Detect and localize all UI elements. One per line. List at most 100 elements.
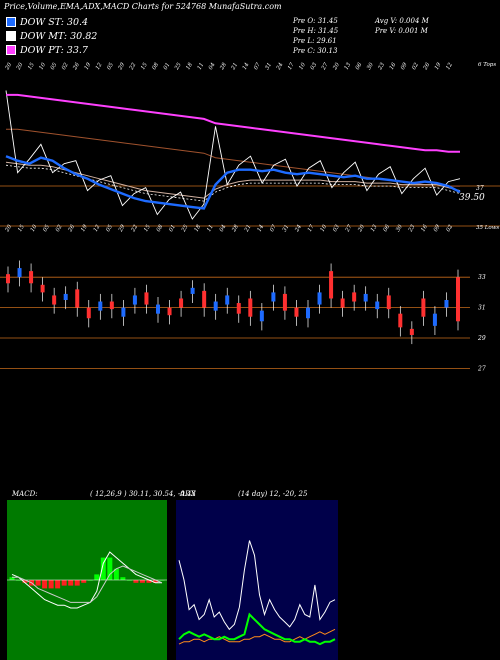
top-tick-label: 19 — [84, 62, 93, 71]
macd-histogram-bar — [87, 580, 93, 581]
macd-title: MACD: — [12, 490, 38, 498]
bottom-tick-label: 20 — [357, 224, 366, 234]
bottom-tick-label: 10 — [30, 224, 39, 233]
candle-body — [202, 290, 207, 308]
bottom-tick-label: 07 — [269, 224, 278, 233]
dow-pt-line — [6, 93, 460, 153]
bottom-tick-label: 27 — [344, 224, 353, 234]
top-tick-label: 17 — [287, 62, 296, 71]
top-tick-label: 19 — [434, 62, 443, 71]
candle-body — [375, 301, 380, 310]
top-tick-label: 22 — [128, 62, 137, 72]
legend-label-st: DOW ST: 30.4 — [20, 16, 89, 28]
candle-y-tick: 29 — [477, 335, 486, 342]
ema-mid-line — [5, 161, 461, 199]
bottom-tick-label: 05 — [105, 224, 114, 233]
bottom-tick-label: 02 — [55, 224, 64, 233]
macd-histogram-bar — [107, 557, 113, 580]
adx-background — [176, 500, 338, 660]
prev-volume: Pre V: 0.001 M — [375, 27, 428, 35]
top-tick-label: 31 — [264, 62, 273, 71]
candle-body — [236, 303, 241, 314]
top-tick-label: 10 — [298, 62, 307, 71]
macd-histogram-bar — [61, 580, 67, 586]
dow-st-line — [5, 155, 461, 210]
bottom-tick-label: 05 — [42, 224, 51, 233]
candle-body — [306, 307, 310, 319]
top-tick-label: 25 — [174, 62, 183, 72]
macd-histogram-bar — [81, 580, 87, 583]
candle-body — [352, 292, 357, 302]
top-tick-label: 13 — [344, 62, 353, 71]
candle-body — [29, 271, 34, 284]
bottom-tick-label: 11 — [206, 224, 215, 233]
legend-swatch-pt — [6, 45, 16, 55]
candle-body — [456, 277, 460, 322]
price-line — [5, 90, 461, 220]
bottom-tick-label: 15 — [17, 224, 26, 233]
top-tick-label: 08 — [151, 62, 160, 71]
candle-body — [17, 268, 22, 278]
top-tick-label: 09 — [400, 62, 409, 71]
bottom-tick-label: 10 — [320, 224, 329, 233]
macd-histogram-bar — [74, 580, 80, 586]
legend-label-pt: DOW PT: 33.7 — [20, 44, 88, 56]
top-tick-label: 27 — [320, 62, 329, 72]
plus-di-line — [178, 612, 336, 646]
macd-histogram-bar — [55, 580, 61, 589]
top-tick-label: 20 — [4, 62, 13, 72]
candle-body — [225, 295, 230, 305]
macd-histogram-bar — [42, 580, 48, 589]
top-tick-label: 28 — [219, 62, 228, 72]
last-price-label: 39.50 — [459, 193, 485, 203]
bottom-tick-label: 23 — [407, 224, 416, 234]
candle-body — [167, 307, 172, 316]
top-tick-label: 12 — [95, 62, 104, 71]
candle-body — [40, 284, 45, 293]
bottom-tick-label: 03 — [332, 224, 341, 233]
legend-dow-pt: DOW PT: 33.7 — [6, 44, 88, 56]
candle-body — [52, 295, 57, 305]
candle-body — [109, 301, 114, 310]
candle-body — [86, 307, 91, 319]
candle-body — [271, 292, 276, 302]
candle-body — [409, 328, 414, 335]
corner-label-top: 6 Tops — [478, 62, 496, 68]
macd-signal-line — [12, 565, 163, 603]
top-tick-label: 24 — [275, 62, 284, 72]
top-tick-label: 26 — [422, 62, 431, 72]
candle-y-tick: 31 — [478, 305, 486, 312]
price-ema-panel: 20 20 15 10 05 02 26 19 12 05 29 22 15 08 01 25 18 11 04 28… — [0, 62, 500, 234]
top-tick-label: 20 — [15, 62, 24, 72]
top-tick-label: 20 — [332, 62, 341, 72]
top-tick-label: 07 — [253, 62, 262, 71]
candle-body — [75, 289, 80, 308]
candle-body — [294, 307, 299, 317]
ema-long-brown-line — [6, 128, 460, 187]
legend-label-mt: DOW MT: 30.82 — [20, 30, 98, 42]
candles-panel: 33 31 29 27 — [0, 260, 486, 372]
top-tick-label: 18 — [185, 62, 194, 71]
adx-line — [178, 540, 336, 631]
bottom-tick-label: 30 — [395, 224, 404, 233]
top-tick-label: 05 — [106, 62, 115, 71]
macd-histogram-bar — [126, 580, 132, 581]
macd-histogram-bar — [139, 580, 145, 583]
candle-body — [248, 298, 253, 317]
macd-histogram-bar — [113, 568, 119, 580]
bottom-tick-label: 28 — [231, 224, 240, 234]
candle-body — [363, 293, 368, 302]
candle-body — [340, 298, 345, 308]
macd-histogram-bar — [146, 580, 152, 583]
macd-panel — [7, 500, 167, 660]
top-tick-label: 04 — [208, 62, 217, 71]
adx-panel — [176, 500, 338, 660]
bottom-tick-label: 13 — [370, 224, 379, 233]
candle-body — [432, 313, 437, 326]
candle-body — [63, 293, 68, 300]
candle-body — [398, 313, 403, 328]
candle-body — [444, 300, 449, 308]
top-tick-label: 05 — [50, 62, 59, 71]
macd-histogram-bar — [22, 580, 28, 583]
bottom-tick-label: 09 — [433, 224, 442, 233]
